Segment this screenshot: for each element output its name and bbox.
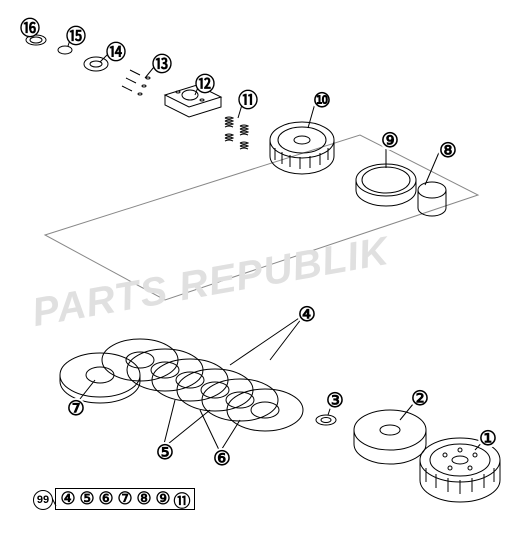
legend-item-11: ⑪ (174, 491, 191, 508)
callout-1: ① (478, 428, 498, 448)
callout-11: ⑪ (238, 88, 258, 108)
callout-16: ⑯ (20, 16, 40, 36)
legend-item-6: ⑥ (98, 491, 115, 508)
callout-10: ⑩ (312, 90, 332, 110)
callout-7: ⑦ (66, 398, 86, 418)
callout-9: ⑨ (380, 130, 400, 150)
legend-item-5: ⑤ (79, 491, 96, 508)
callout-3: ③ (325, 390, 345, 410)
callout-2: ② (410, 388, 430, 408)
legend-box: ④⑤⑥⑦⑧⑨⑪ (55, 488, 195, 510)
callout-15: ⑮ (66, 24, 86, 44)
exploded-diagram (0, 0, 514, 547)
callout-4: ④ (297, 304, 317, 324)
legend-item-9: ⑨ (155, 491, 172, 508)
legend-item-8: ⑧ (136, 491, 153, 508)
legend-item-7: ⑦ (117, 491, 134, 508)
callout-14: ⑭ (106, 40, 126, 60)
callout-6: ⑥ (212, 448, 232, 468)
legend-item-4: ④ (60, 491, 77, 508)
callout-5: ⑤ (155, 442, 175, 462)
callout-13: ⑬ (152, 52, 172, 72)
callout-8: ⑧ (438, 140, 458, 160)
legend-ref-callout: 99 (33, 490, 53, 510)
callout-12: ⑫ (195, 72, 215, 92)
